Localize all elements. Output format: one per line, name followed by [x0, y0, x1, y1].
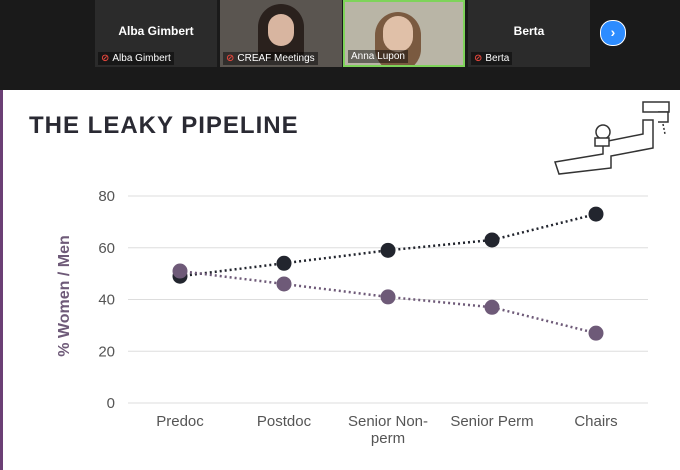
y-axis-label: % Women / Men	[56, 235, 73, 357]
label-text: Berta	[485, 53, 510, 64]
x-tick-label: Senior Non-perm	[347, 413, 429, 447]
x-tick-label: Predoc	[156, 413, 204, 430]
data-point	[380, 289, 396, 305]
participant-bar: Alba Gimbert ⊘ Alba Gimbert ⊘ CREAF Meetin…	[0, 0, 680, 90]
y-tick-label: 40	[98, 292, 115, 309]
data-point	[588, 325, 604, 341]
data-point	[276, 255, 292, 271]
slide: THE LEAKY PIPELINE % Women / Men 0 20 40 60…	[0, 90, 680, 470]
label-text: CREAF Meetings	[237, 53, 315, 64]
data-point	[380, 242, 396, 258]
x-tick-label: Senior Perm	[450, 413, 534, 430]
chart: THE LEAKY PIPELINE % Women / Men 0 20 40 60…	[29, 101, 670, 412]
participant-label: ⊘ CREAF Meetings	[223, 52, 318, 65]
participant-label: ⊘ Alba Gimbert	[98, 52, 174, 65]
y-tick-label: 20	[98, 343, 115, 360]
data-point	[484, 232, 500, 248]
participant-tile[interactable]: Alba Gimbert ⊘ Alba Gimbert	[95, 0, 217, 67]
participant-label: ⊘ Berta	[471, 52, 513, 65]
video-face	[383, 16, 413, 52]
label-text: Anna Lupon	[351, 51, 405, 62]
y-tick-label: 80	[98, 188, 115, 205]
participant-name: Alba Gimbert	[118, 24, 194, 38]
y-tick-label: 60	[98, 240, 115, 257]
participant-name: Berta	[513, 24, 545, 38]
video-face	[268, 14, 294, 46]
pipe-illustration	[554, 101, 670, 175]
chart-title: THE LEAKY PIPELINE	[29, 112, 299, 139]
data-point	[588, 206, 604, 222]
data-point	[172, 263, 188, 279]
participant-tile[interactable]: Berta ⊘ Berta	[468, 0, 590, 67]
participant-tile[interactable]: ⊘ CREAF Meetings	[220, 0, 342, 67]
data-point	[276, 276, 292, 292]
participant-label: Anna Lupon	[348, 50, 408, 63]
x-tick-label: Chairs	[574, 413, 618, 430]
data-point	[484, 299, 500, 315]
participant-tile[interactable]: Anna Lupon	[343, 0, 465, 67]
y-tick-label: 0	[107, 395, 115, 412]
x-tick-label: Postdoc	[256, 413, 312, 430]
next-button[interactable]: ›	[600, 20, 626, 46]
label-text: Alba Gimbert	[112, 53, 171, 64]
